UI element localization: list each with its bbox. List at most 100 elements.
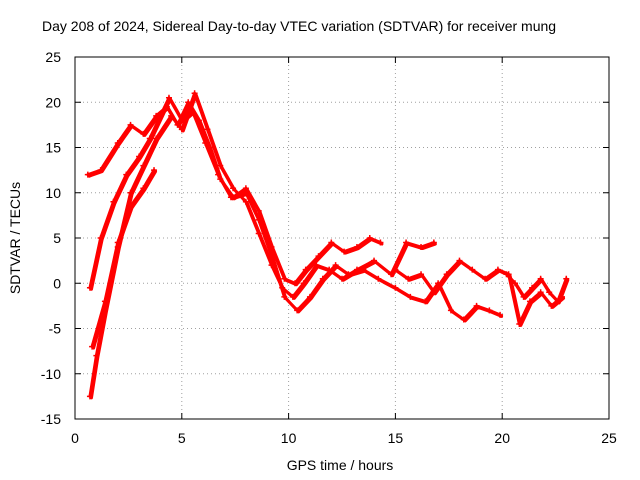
series-track-6 bbox=[503, 271, 570, 305]
data-point bbox=[403, 239, 410, 246]
series-line-shadow bbox=[92, 170, 158, 350]
data-point bbox=[101, 298, 108, 305]
series-line-shadow bbox=[89, 93, 437, 400]
data-point bbox=[127, 121, 134, 128]
data-point bbox=[353, 244, 360, 251]
y-tick-label: 5 bbox=[53, 230, 61, 246]
data-point bbox=[548, 302, 555, 309]
data-point bbox=[313, 262, 320, 269]
y-tick-label: -5 bbox=[49, 321, 62, 337]
data-point bbox=[494, 266, 501, 273]
x-tick-label: 0 bbox=[71, 430, 79, 446]
data-point bbox=[388, 271, 395, 278]
data-point bbox=[460, 316, 467, 323]
data-point bbox=[127, 203, 134, 210]
y-axis-label: SDTVAR / TECUs bbox=[7, 182, 23, 294]
data-point bbox=[407, 293, 414, 300]
x-tick-label: 10 bbox=[281, 430, 297, 446]
data-point bbox=[292, 280, 299, 287]
y-tick-label: 25 bbox=[45, 49, 61, 65]
y-tick-label: 10 bbox=[45, 185, 61, 201]
series-line-shadow bbox=[395, 260, 566, 327]
data-point bbox=[430, 239, 437, 246]
x-tick-label: 5 bbox=[178, 430, 186, 446]
x-tick-label: 20 bbox=[494, 430, 510, 446]
data-point bbox=[153, 112, 160, 119]
data-point bbox=[178, 126, 185, 133]
data-point bbox=[84, 171, 91, 178]
data-point bbox=[202, 139, 209, 146]
data-point bbox=[482, 275, 489, 282]
data-point bbox=[469, 266, 476, 273]
x-axis-label: GPS time / hours bbox=[287, 457, 394, 473]
data-point bbox=[165, 94, 172, 101]
data-point bbox=[563, 275, 570, 282]
data-point bbox=[546, 289, 553, 296]
data-point bbox=[516, 320, 523, 327]
series-line bbox=[90, 168, 156, 349]
data-point bbox=[319, 275, 326, 282]
data-point bbox=[392, 266, 399, 273]
data-point bbox=[153, 135, 160, 142]
data-point bbox=[204, 126, 211, 133]
data-point bbox=[89, 343, 96, 350]
data-point bbox=[300, 280, 307, 287]
y-tick-label: 15 bbox=[45, 140, 61, 156]
data-point bbox=[392, 284, 399, 291]
data-point bbox=[443, 271, 450, 278]
y-tick-label: -10 bbox=[41, 366, 61, 382]
data-point bbox=[371, 257, 378, 264]
data-point bbox=[97, 235, 104, 241]
data-point bbox=[418, 271, 425, 278]
data-point bbox=[315, 253, 322, 260]
data-point bbox=[114, 139, 121, 146]
data-point bbox=[178, 117, 185, 124]
series-track-2 bbox=[86, 90, 437, 400]
data-point bbox=[302, 266, 309, 273]
data-point bbox=[405, 275, 412, 282]
data-point bbox=[136, 153, 143, 160]
data-point bbox=[93, 352, 100, 359]
data-point bbox=[123, 171, 130, 178]
data-point bbox=[168, 112, 175, 119]
series-line bbox=[393, 259, 564, 326]
y-tick-label: 20 bbox=[45, 94, 61, 110]
data-point bbox=[217, 162, 224, 169]
data-point bbox=[554, 298, 561, 305]
data-point bbox=[332, 262, 339, 269]
data-point bbox=[140, 185, 147, 192]
data-point bbox=[146, 135, 153, 142]
data-point bbox=[447, 307, 454, 314]
data-point bbox=[306, 293, 313, 300]
data-point bbox=[191, 90, 198, 97]
data-point bbox=[215, 171, 222, 178]
data-point bbox=[281, 293, 288, 300]
data-point bbox=[328, 239, 335, 246]
data-point bbox=[242, 189, 249, 196]
data-point bbox=[512, 280, 519, 287]
x-tick-label: 25 bbox=[601, 430, 617, 446]
data-point bbox=[242, 198, 249, 205]
data-point bbox=[456, 257, 463, 264]
data-point bbox=[155, 117, 162, 124]
data-point bbox=[366, 235, 373, 241]
data-point bbox=[281, 275, 288, 282]
series-track-4 bbox=[89, 167, 158, 350]
data-point bbox=[473, 302, 480, 309]
data-point bbox=[110, 198, 117, 205]
data-point bbox=[140, 162, 147, 169]
chart-title: Day 208 of 2024, Sidereal Day-to-day VTE… bbox=[42, 18, 556, 34]
x-ticks: 0 5 10 15 20 25 bbox=[71, 57, 617, 446]
data-point bbox=[268, 253, 275, 260]
data-point bbox=[422, 298, 429, 305]
data-point bbox=[526, 298, 533, 305]
data-point bbox=[529, 284, 536, 291]
x-tick-label: 15 bbox=[388, 430, 404, 446]
data-point bbox=[486, 307, 493, 314]
grid bbox=[74, 56, 610, 420]
data-point bbox=[294, 307, 301, 314]
y-tick-label: -15 bbox=[41, 411, 61, 427]
data-point bbox=[230, 185, 237, 192]
data-point bbox=[227, 194, 234, 201]
data-point bbox=[497, 311, 504, 318]
